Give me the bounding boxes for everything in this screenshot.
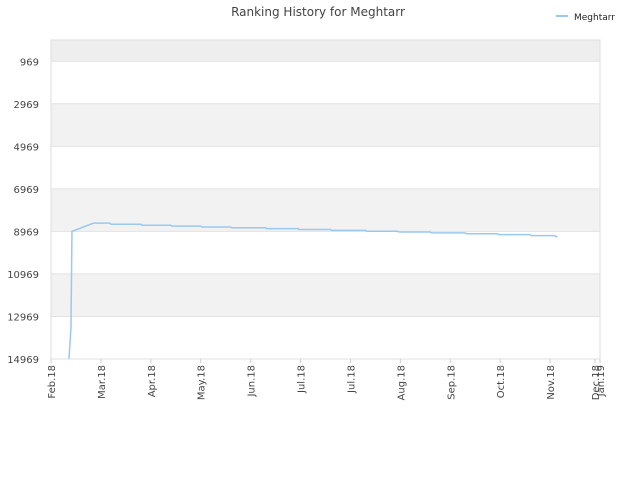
- y-tick-label: 4969: [14, 142, 39, 153]
- y-tick-label: 14969: [7, 355, 39, 366]
- x-tick-label: Apr.18: [147, 365, 158, 397]
- x-tick-label: Sep.18: [446, 365, 457, 400]
- x-tick-label: Jul.18: [346, 365, 357, 394]
- plot-band: [51, 61, 600, 104]
- series-line: [68, 222, 558, 360]
- plot-band: [51, 146, 600, 189]
- x-tick-label: Mar.18: [97, 365, 108, 399]
- plot-band: [51, 188, 600, 232]
- plot-band: [51, 103, 600, 147]
- plot-band: [51, 273, 600, 317]
- y-tick-label: 8969: [14, 227, 39, 238]
- plot-band: [51, 40, 600, 62]
- plot-band: [51, 231, 600, 274]
- x-tick-label: Nov.18: [546, 365, 557, 400]
- x-tick-label: Feb.18: [47, 365, 58, 399]
- x-tick-label: Jan.19: [596, 365, 607, 397]
- plot-band: [51, 316, 600, 359]
- x-tick-label: Aug.18: [396, 365, 407, 400]
- y-tick-label: 969: [20, 57, 39, 68]
- x-tick-label: Dec.18: [591, 365, 602, 400]
- chart-title: Ranking History for Meghtarr: [231, 5, 405, 19]
- x-tick-label: Oct.18: [496, 365, 507, 398]
- x-tick-label: Jul.18: [297, 365, 308, 394]
- legend-label: Meghtarr: [574, 13, 615, 23]
- x-tick-label: Jun.18: [247, 365, 258, 398]
- x-tick-label: May.18: [197, 365, 208, 400]
- y-tick-label: 12969: [7, 312, 39, 323]
- y-tick-label: 10969: [7, 270, 39, 281]
- y-tick-label: 6969: [14, 185, 39, 196]
- y-tick-label: 2969: [14, 100, 39, 111]
